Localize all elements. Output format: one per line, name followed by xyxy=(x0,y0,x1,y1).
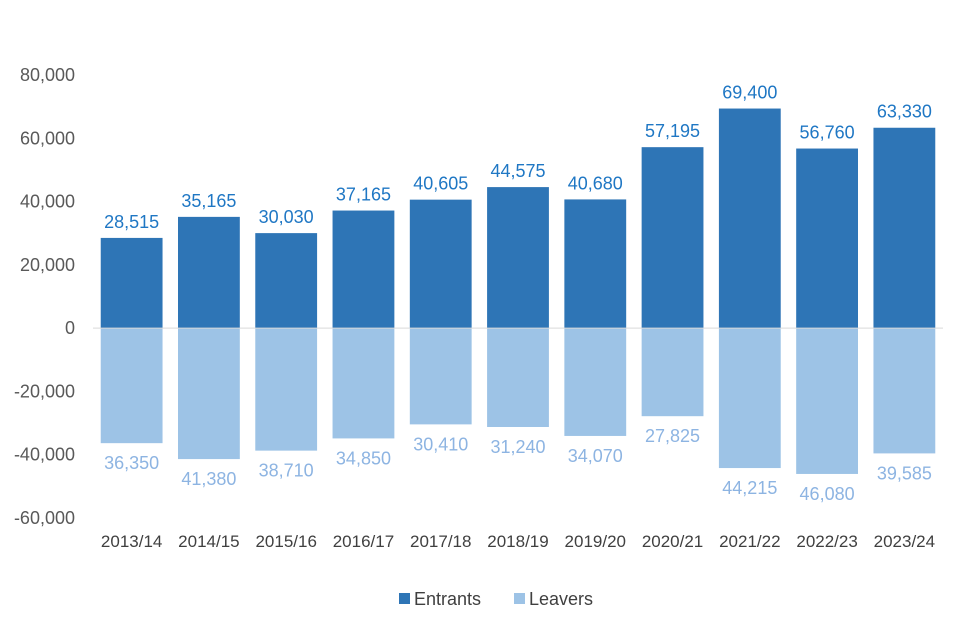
bars xyxy=(100,108,936,474)
y-axis: 80,000 60,000 40,000 20,000 0 -20,000 -40,000 -… xyxy=(14,65,75,528)
y-tick-label: -20,000 xyxy=(14,381,75,401)
entrants-value-label: 40,605 xyxy=(413,174,468,194)
entrants-bar xyxy=(178,216,240,329)
entrants-bar xyxy=(409,199,472,329)
leavers-value-label: 46,080 xyxy=(800,484,855,504)
entrants-value-label: 69,400 xyxy=(722,83,777,103)
entrants-value-label: 44,575 xyxy=(490,161,545,181)
entrants-bar xyxy=(332,210,395,329)
entrants-value-label: 57,195 xyxy=(645,121,700,141)
leavers-bar xyxy=(564,328,627,436)
legend-swatch xyxy=(514,593,525,604)
leavers-bar xyxy=(255,328,318,451)
leavers-value-label: 36,350 xyxy=(104,453,159,473)
entrants-value-label: 40,680 xyxy=(568,173,623,193)
x-tick-label: 2018/19 xyxy=(487,532,548,551)
entrants-value-label: 35,165 xyxy=(181,191,236,211)
leavers-value-label: 38,710 xyxy=(259,461,314,481)
entrants-value-label: 28,515 xyxy=(104,212,159,232)
leavers-bar xyxy=(100,328,163,444)
leavers-bar xyxy=(641,328,704,417)
entrants-bar xyxy=(255,233,318,329)
leavers-value-label: 34,850 xyxy=(336,448,391,468)
value-labels: 28,515 35,165 30,030 37,165 40,605 44,575 40,6… xyxy=(104,83,932,504)
entrants-bar xyxy=(641,147,704,329)
x-tick-label: 2019/20 xyxy=(565,532,626,551)
x-tick-label: 2013/14 xyxy=(101,532,162,551)
leavers-value-label: 39,585 xyxy=(877,463,932,483)
entrants-bar xyxy=(487,187,549,329)
leavers-value-label: 27,825 xyxy=(645,426,700,446)
leavers-bar xyxy=(718,328,781,469)
leavers-bar xyxy=(178,328,240,460)
entrants-bar xyxy=(100,237,163,329)
x-tick-label: 2017/18 xyxy=(410,532,471,551)
leavers-bar xyxy=(873,328,936,454)
y-tick-label: 40,000 xyxy=(20,192,75,212)
entrants-value-label: 37,165 xyxy=(336,185,391,205)
leavers-value-label: 34,070 xyxy=(568,446,623,466)
leavers-value-label: 44,215 xyxy=(722,478,777,498)
x-tick-label: 2015/16 xyxy=(255,532,316,551)
y-tick-label: -60,000 xyxy=(14,508,75,528)
y-tick-label: 20,000 xyxy=(20,255,75,275)
y-tick-label: -40,000 xyxy=(14,445,75,465)
x-tick-label: 2022/23 xyxy=(796,532,857,551)
x-tick-label: 2023/24 xyxy=(874,532,935,551)
entrants-value-label: 30,030 xyxy=(259,207,314,227)
x-tick-label: 2021/22 xyxy=(719,532,780,551)
legend-swatch xyxy=(399,593,410,604)
leavers-value-label: 30,410 xyxy=(413,434,468,454)
entrants-bar xyxy=(873,127,936,329)
y-tick-label: 60,000 xyxy=(20,128,75,148)
entrants-bar xyxy=(564,199,627,329)
entrants-value-label: 56,760 xyxy=(800,123,855,143)
y-tick-label: 0 xyxy=(65,318,75,338)
legend-label: Leavers xyxy=(529,589,593,609)
entrants-bar xyxy=(796,148,858,329)
x-tick-label: 2020/21 xyxy=(642,532,703,551)
leavers-bar xyxy=(487,328,549,427)
legend-label: Entrants xyxy=(414,589,481,609)
leavers-value-label: 41,380 xyxy=(181,469,236,489)
entrants-value-label: 63,330 xyxy=(877,102,932,122)
leavers-bar xyxy=(332,328,395,439)
legend: Entrants Leavers xyxy=(399,589,593,609)
leavers-value-label: 31,240 xyxy=(490,437,545,457)
x-axis: 2013/14 2014/15 2015/16 2016/17 2017/18 2018/… xyxy=(101,532,935,551)
x-tick-label: 2014/15 xyxy=(178,532,239,551)
entrants-bar xyxy=(718,108,781,329)
x-tick-label: 2016/17 xyxy=(333,532,394,551)
leavers-bar xyxy=(796,328,858,474)
leavers-bar xyxy=(409,328,472,425)
y-tick-label: 80,000 xyxy=(20,65,75,85)
